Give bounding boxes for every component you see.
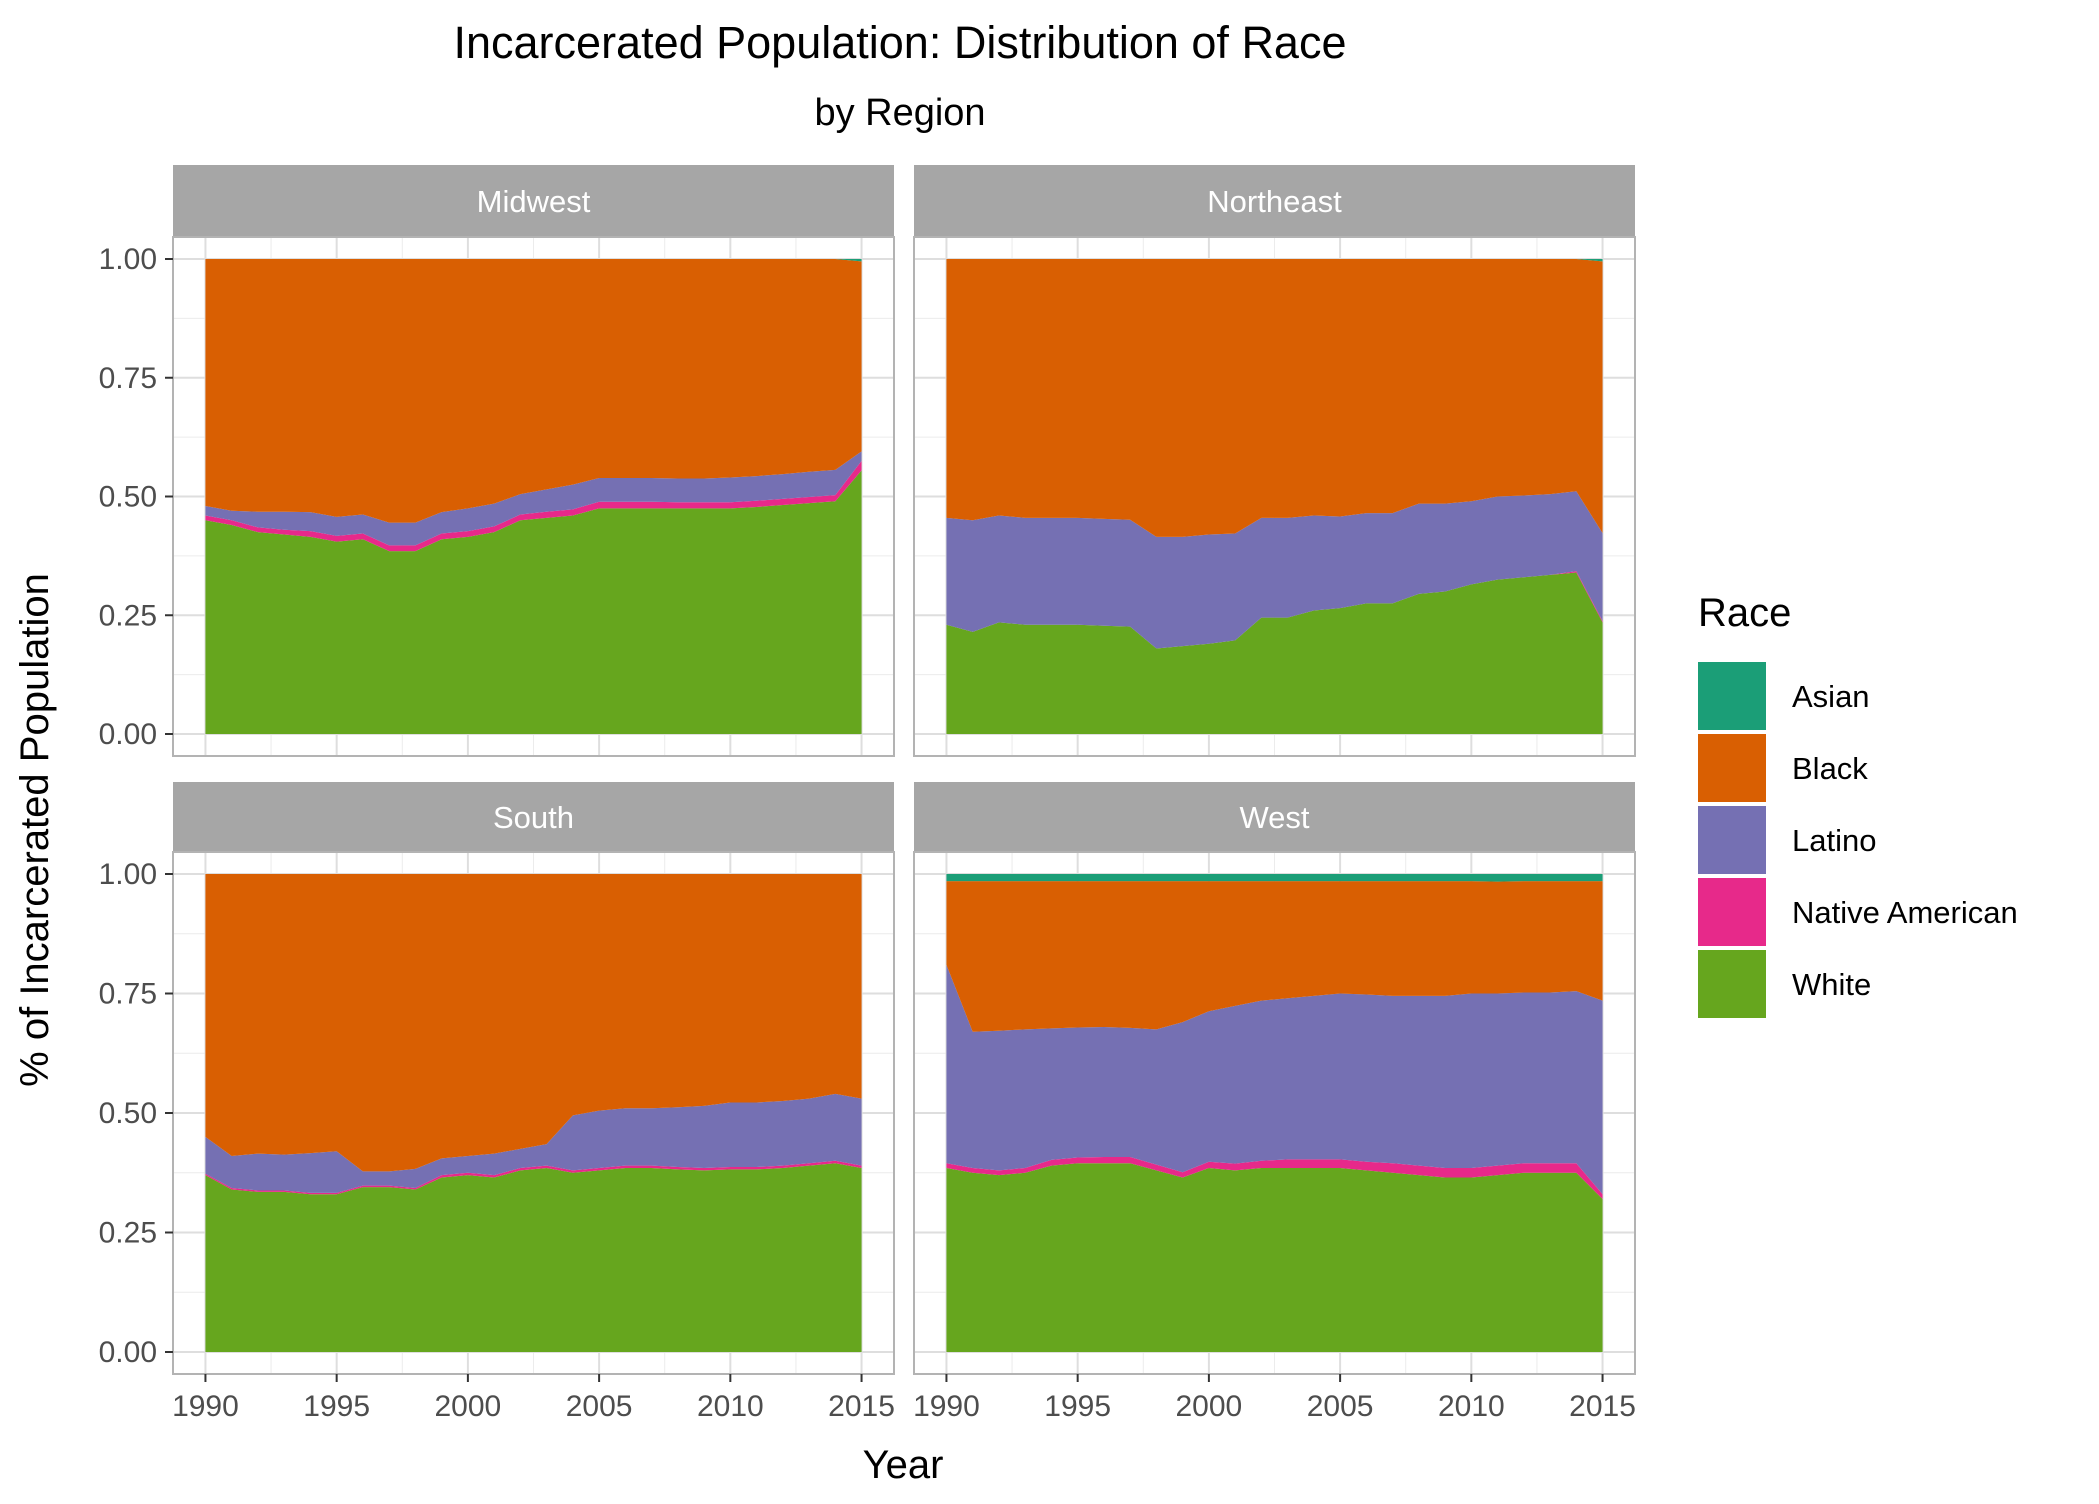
x-tick-label: 2010 [697,1390,764,1423]
y-tick-label: 0.25 [99,1217,157,1250]
facets-layer: Midwest 0.00 0.25 0.50 0.75 1.00 Northeast Sout… [99,165,1636,1423]
legend: Race Asian Black Latino Native American Whit… [1698,591,2018,1018]
panel-border [913,236,1636,757]
x-tick-label: 2005 [566,1390,633,1423]
area-white [946,1163,1603,1352]
facet-panel: South 0.00 0.25 0.50 0.75 1.00 1990 1995 2000 200… [99,782,895,1423]
x-tick-label: 2005 [1307,1390,1374,1423]
area-latino [946,491,1603,649]
area-native-american [205,460,862,552]
area-native-american [205,1160,862,1195]
x-tick-label: 2015 [828,1390,895,1423]
facet-strip [173,782,894,852]
area-latino [946,964,1603,1195]
legend-key-asian [1698,662,1766,730]
area-native-american [946,1156,1603,1200]
x-tick-label: 2010 [1438,1390,1505,1423]
y-tick-label: 0.50 [99,1097,157,1130]
area-white [205,470,862,734]
facet-panel: Midwest 0.00 0.25 0.50 0.75 1.00 [99,165,895,757]
facet-panel: West 1990 1995 2000 2005 2010 2015 [913,782,1636,1423]
x-tick-label: 1990 [913,1390,980,1423]
x-tick-label: 1995 [1044,1390,1111,1423]
facet-panel: Northeast [913,165,1636,757]
area-black [946,881,1603,1032]
x-tick-label: 2000 [435,1390,502,1423]
legend-key-white [1698,950,1766,1018]
legend-label-black: Black [1792,751,1868,786]
facet-strip [914,782,1635,852]
facet-strip-label: South [493,800,574,835]
facet-strip [173,165,894,237]
facet-strip [914,165,1635,237]
y-tick-label: 0.75 [99,362,157,395]
area-asian [946,874,1603,882]
y-tick-label: 1.00 [99,243,157,276]
legend-label-white: White [1792,967,1871,1002]
area-black [946,259,1603,537]
legend-key-black [1698,734,1766,802]
y-tick-label: 1.00 [99,858,157,891]
x-axis-title: Year [863,1443,944,1487]
area-black [205,259,862,523]
legend-key-native-american [1698,878,1766,946]
area-latino [205,451,862,546]
x-tick-label: 1995 [303,1390,370,1423]
chart-subtitle: by Region [814,92,985,134]
x-tick-label: 1990 [172,1390,239,1423]
legend-title: Race [1698,591,1791,635]
legend-label-asian: Asian [1792,679,1870,714]
panel-border [913,851,1636,1375]
area-white [205,1163,862,1352]
facet-strip-label: West [1239,800,1309,835]
legend-key-latino [1698,806,1766,874]
legend-label-latino: Latino [1792,823,1876,858]
y-tick-label: 0.50 [99,481,157,514]
chart-title: Incarcerated Population: Distribution of… [454,17,1347,68]
area-white [946,572,1603,734]
area-latino [205,1093,862,1193]
y-tick-label: 0.75 [99,978,157,1011]
y-tick-label: 0.00 [99,1336,157,1369]
x-tick-label: 2015 [1569,1390,1636,1423]
facet-strip-label: Midwest [477,184,591,219]
y-tick-label: 0.00 [99,718,157,751]
facet-strip-label: Northeast [1207,184,1342,219]
x-tick-label: 2000 [1176,1390,1243,1423]
area-black [205,874,862,1172]
legend-label-native-american: Native American [1792,895,2018,930]
y-tick-label: 0.25 [99,599,157,632]
y-axis-title: % of Incarcerated Population [13,573,57,1087]
